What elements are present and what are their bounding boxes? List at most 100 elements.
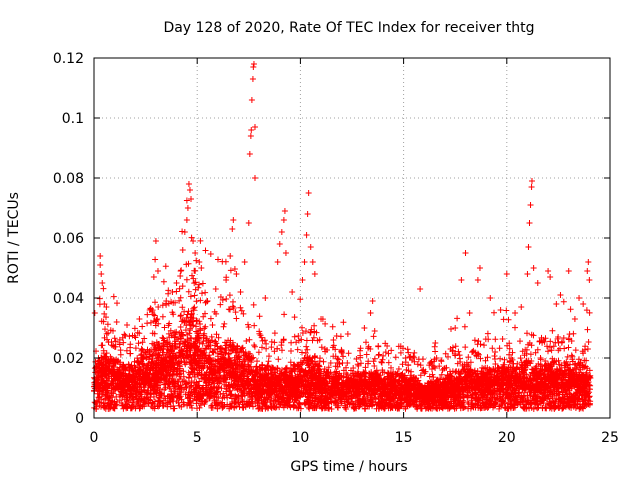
roti-spike-point <box>113 319 120 325</box>
x-tick-label: 0 <box>90 430 99 446</box>
roti-spike-point <box>248 127 255 133</box>
roti-spike-point <box>97 262 104 268</box>
roti-spike-point <box>402 355 409 361</box>
roti-spike-point <box>97 253 104 259</box>
roti-spike-point <box>307 244 314 250</box>
roti-spike-point <box>361 325 368 331</box>
x-tick-labels: 0 5 10 15 20 25 <box>90 430 619 446</box>
roti-spike-point <box>192 250 199 256</box>
roti-spike-point <box>196 259 203 265</box>
roti-spike-point <box>466 310 473 316</box>
roti-scatter-marks <box>91 197 594 412</box>
roti-spike-point <box>230 217 237 223</box>
roti-spike-point <box>163 298 170 304</box>
roti-spike-point <box>169 289 176 295</box>
x-tick-label: 15 <box>395 430 413 446</box>
roti-spike-point <box>487 295 494 301</box>
roti-spike-point <box>177 268 184 274</box>
roti-spike-point <box>344 331 351 337</box>
axis-ticks <box>93 57 611 419</box>
roti-spike-point <box>503 271 510 277</box>
roti-spike-point <box>580 301 587 307</box>
roti-spike-point <box>124 322 131 328</box>
roti-spike-point <box>103 304 110 310</box>
roti-spike-point <box>276 241 283 247</box>
roti-spike-point <box>183 217 190 223</box>
roti-spike-point <box>528 184 535 190</box>
roti-spike-point <box>528 178 535 184</box>
roti-spike-point <box>179 247 186 253</box>
roti-spike-point <box>518 304 525 310</box>
roti-spike-point <box>303 232 310 238</box>
roti-spike-point <box>99 280 106 286</box>
roti-spike-point <box>212 286 219 292</box>
roti-spike-point <box>304 211 311 217</box>
roti-spike-point <box>136 316 143 322</box>
x-tick-label: 25 <box>601 430 619 446</box>
roti-spike-point <box>524 271 531 277</box>
roti-spike-point <box>571 316 578 322</box>
y-tick-label: 0.12 <box>53 51 84 67</box>
roti-spike-point <box>369 298 376 304</box>
roti-spike-point <box>526 220 533 226</box>
roti-spike-point <box>262 295 269 301</box>
y-tick-label: 0.02 <box>53 351 84 367</box>
roti-spike-point <box>251 175 258 181</box>
roti-spike-point <box>249 76 256 82</box>
chart-title: Day 128 of 2020, Rate Of TEC Index for r… <box>163 20 534 36</box>
roti-spike-point <box>301 259 308 265</box>
roti-spike-point <box>247 133 254 139</box>
roti-spike-point <box>251 124 258 130</box>
roti-spike-point <box>476 265 483 271</box>
roti-spike-point <box>584 268 591 274</box>
roti-spike-point <box>248 97 255 103</box>
roti-spike-point <box>282 250 289 256</box>
roti-spike-point <box>198 265 205 271</box>
y-tick-label: 0.08 <box>53 171 84 187</box>
y-tick-label: 0.04 <box>53 291 84 307</box>
roti-spike-point <box>311 271 318 277</box>
roti-spike-point <box>241 259 248 265</box>
roti-spike-point <box>289 289 296 295</box>
roti-spike-point <box>233 271 240 277</box>
roti-spike-point <box>576 295 583 301</box>
data-points <box>91 61 594 412</box>
roti-spike-point <box>384 343 391 349</box>
roti-spike-point <box>227 253 234 259</box>
y-tick-label: 0.1 <box>62 111 84 127</box>
x-tick-label: 20 <box>498 430 516 446</box>
roti-spike-point <box>433 355 440 361</box>
y-tick-label: 0.06 <box>53 231 84 247</box>
roti-spike-point <box>553 301 560 307</box>
roti-spike-point <box>185 181 192 187</box>
roti-spike-point <box>530 265 537 271</box>
roti-spike-point <box>173 280 180 286</box>
roti-spike-point <box>278 229 285 235</box>
roti-spike-point <box>237 289 244 295</box>
roti-spike-point <box>299 277 306 283</box>
roti-spike-point <box>280 217 287 223</box>
roti-spike-point <box>586 277 593 283</box>
roti-spike-point <box>527 202 534 208</box>
roti-spike-point <box>184 205 191 211</box>
roti-spike-point <box>330 337 337 343</box>
roti-spike-point <box>223 277 230 283</box>
roti-spike-point <box>512 310 519 316</box>
x-tick-label: 5 <box>193 430 202 446</box>
roti-spike-point <box>458 277 465 283</box>
roti-spike-point <box>246 151 253 157</box>
roti-spike-point <box>585 259 592 265</box>
roti-spike-point <box>525 244 532 250</box>
x-axis-label: GPS time / hours <box>290 459 407 475</box>
roti-spike-point <box>318 316 325 322</box>
roti-spike-point <box>274 259 281 265</box>
y-axis-label: ROTI / TECUs <box>6 192 22 284</box>
roti-spike-point <box>462 250 469 256</box>
roti-spike-point <box>98 271 105 277</box>
roti-spike-point <box>452 325 459 331</box>
roti-spike-point <box>474 277 481 283</box>
roti-spike-point <box>250 61 257 67</box>
roti-spike-point <box>305 190 312 196</box>
roti-spike-point <box>229 226 236 232</box>
